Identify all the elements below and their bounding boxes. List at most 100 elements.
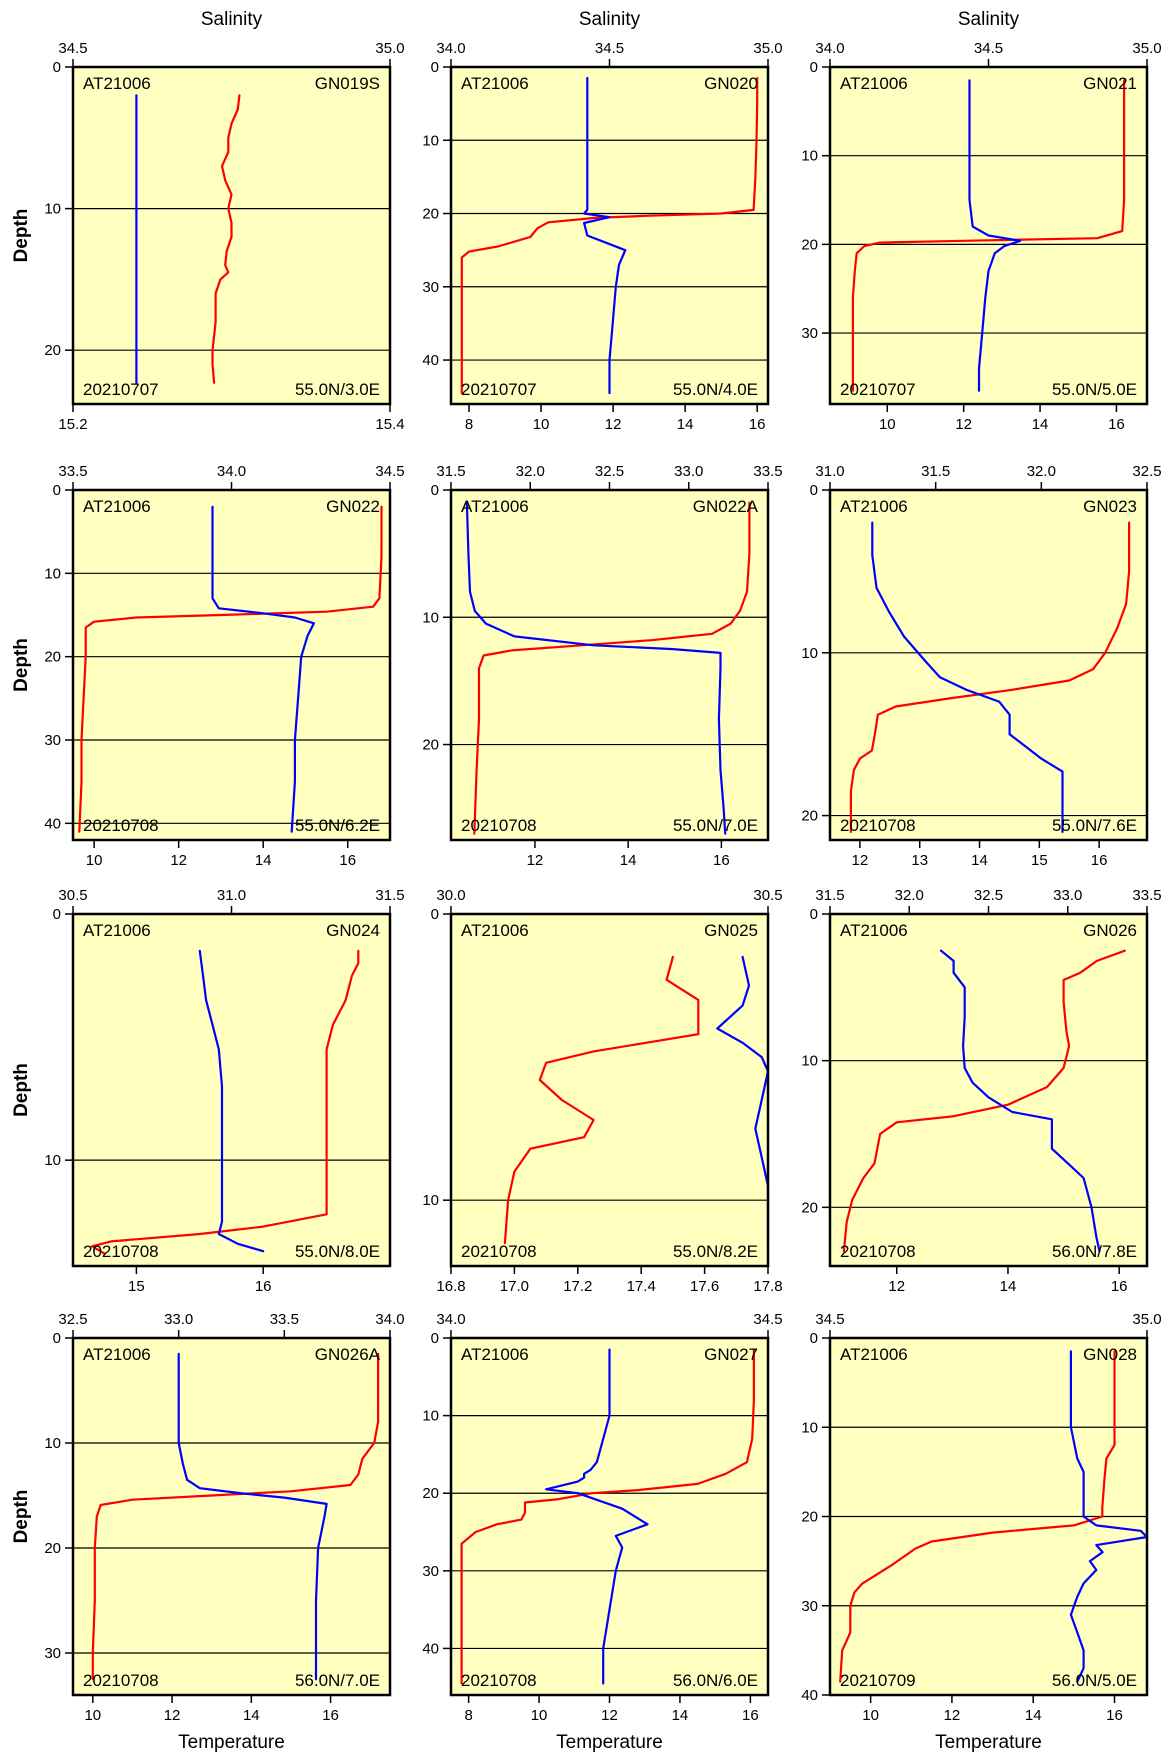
salinity-tick-label: 32.5: [974, 887, 1003, 904]
salinity-tick-label: 34.0: [436, 1311, 465, 1328]
temperature-tick-label: 14: [620, 852, 637, 869]
profile-panel-gn024: 0 10 15 16 30.5 31.0 31.5 AT21006 GN024 20210708 5…: [11, 887, 405, 1295]
salinity-tick-label: 34.0: [815, 40, 844, 57]
salinity-profile-line: [1069, 1350, 1149, 1683]
temperature-tick-label: 14: [255, 852, 272, 869]
temperature-profile-line: [460, 76, 759, 395]
position-label: 55.0N/8.0E: [295, 1242, 380, 1261]
depth-axis-title: Depth: [11, 638, 32, 692]
salinity-tick-label: 32.5: [1132, 463, 1161, 480]
depth-tick-label: 20: [422, 737, 439, 754]
date-label: 20210707: [461, 380, 537, 399]
salinity-tick-label: 34.5: [595, 40, 624, 57]
position-label: 55.0N/7.0E: [673, 816, 758, 835]
depth-tick-label: 20: [801, 236, 818, 253]
depth-tick-label: 10: [422, 609, 439, 626]
cruise-label: AT21006: [83, 1345, 151, 1364]
depth-tick-label: 20: [44, 1540, 61, 1557]
depth-tick-label: 0: [53, 59, 61, 76]
depth-tick-label: 10: [801, 645, 818, 662]
depth-tick-label: 20: [44, 342, 61, 359]
depth-tick-label: 30: [422, 279, 439, 296]
salinity-tick-label: 34.5: [58, 40, 87, 57]
salinity-tick-label: 35.0: [375, 40, 404, 57]
depth-tick-label: 10: [44, 201, 61, 218]
profile-panel-gn026a: 0 10 20 30 10 12 14 16 32.5 33.0 33.5 34.0 AT21006 GN…: [11, 1311, 405, 1753]
temperature-axis-title: Temperature: [556, 1732, 663, 1753]
depth-tick-label: 20: [44, 649, 61, 666]
cruise-label: AT21006: [840, 921, 908, 940]
salinity-tick-label: 31.5: [815, 887, 844, 904]
temperature-tick-label: 13: [911, 852, 928, 869]
temperature-tick-label: 14: [971, 852, 988, 869]
panel-background: [830, 490, 1147, 840]
temperature-tick-label: 8: [465, 416, 473, 433]
temperature-tick-label: 12: [164, 1707, 181, 1724]
depth-tick-label: 20: [801, 808, 818, 825]
panel-background: [73, 490, 390, 840]
temperature-tick-label: 15.4: [375, 416, 404, 433]
panel-background: [451, 490, 768, 840]
salinity-tick-label: 33.0: [674, 463, 703, 480]
salinity-tick-label: 34.0: [436, 40, 465, 57]
salinity-tick-label: 31.0: [815, 463, 844, 480]
temperature-tick-label: 12: [888, 1278, 905, 1295]
panel-background: [830, 914, 1147, 1266]
station-label: GN019S: [315, 74, 380, 93]
station-label: GN027: [704, 1345, 758, 1364]
cruise-label: AT21006: [840, 1345, 908, 1364]
temperature-tick-label: 10: [879, 416, 896, 433]
temperature-tick-label: 10: [862, 1707, 879, 1724]
salinity-profile-line: [544, 1348, 649, 1685]
depth-tick-label: 0: [431, 906, 439, 923]
temperature-profile-line: [91, 1352, 380, 1681]
date-label: 20210708: [461, 1242, 537, 1261]
temperature-tick-label: 14: [1032, 416, 1049, 433]
temperature-profile-line: [78, 505, 383, 833]
salinity-tick-label: 35.0: [1132, 40, 1161, 57]
temperature-profile-line: [839, 1350, 1116, 1683]
temperature-tick-label: 10: [84, 1707, 101, 1724]
temperature-tick-label: 14: [1000, 1278, 1017, 1295]
salinity-tick-label: 34.5: [815, 1311, 844, 1328]
temperature-tick-label: 16.8: [436, 1278, 465, 1295]
temperature-tick-label: 12: [955, 416, 972, 433]
temperature-tick-label: 14: [243, 1707, 260, 1724]
date-label: 20210708: [83, 1242, 159, 1261]
temperature-profile-line: [849, 521, 1131, 834]
temperature-tick-label: 14: [1025, 1707, 1042, 1724]
temperature-tick-label: 12: [170, 852, 187, 869]
panel-background: [73, 914, 390, 1266]
profile-panel-gn021: 0 10 20 30 10 12 14 16 34.0 34.5 35.0 AT21006 GN021 2…: [801, 9, 1161, 433]
date-label: 20210708: [461, 1671, 537, 1690]
cruise-label: AT21006: [83, 921, 151, 940]
depth-tick-label: 30: [422, 1563, 439, 1580]
temperature-tick-label: 16: [1091, 852, 1108, 869]
depth-tick-label: 0: [53, 906, 61, 923]
salinity-profile-line: [582, 76, 627, 395]
salinity-axis-title: Salinity: [958, 9, 1020, 30]
salinity-tick-label: 32.0: [516, 463, 545, 480]
salinity-axis-title: Salinity: [201, 9, 263, 30]
temperature-tick-label: 17.4: [627, 1278, 656, 1295]
depth-tick-label: 30: [44, 1645, 61, 1662]
salinity-tick-label: 32.5: [58, 1311, 87, 1328]
temperature-tick-label: 17.8: [753, 1278, 782, 1295]
station-label: GN022A: [693, 497, 759, 516]
depth-tick-label: 10: [422, 132, 439, 149]
salinity-profile-line: [871, 521, 1064, 834]
temperature-tick-label: 10: [531, 1707, 548, 1724]
temperature-profile-line: [460, 1348, 756, 1685]
station-label: GN024: [326, 921, 380, 940]
position-label: 55.0N/3.0E: [295, 380, 380, 399]
temperature-tick-label: 16: [749, 416, 766, 433]
date-label: 20210709: [840, 1671, 916, 1690]
cruise-label: AT21006: [840, 497, 908, 516]
depth-tick-label: 0: [53, 482, 61, 499]
panel-frame: [71, 1336, 392, 1697]
salinity-tick-label: 31.5: [375, 887, 404, 904]
salinity-tick-label: 33.5: [1132, 887, 1161, 904]
salinity-tick-label: 33.0: [1053, 887, 1082, 904]
temperature-tick-label: 14: [677, 416, 694, 433]
salinity-tick-label: 33.5: [58, 463, 87, 480]
